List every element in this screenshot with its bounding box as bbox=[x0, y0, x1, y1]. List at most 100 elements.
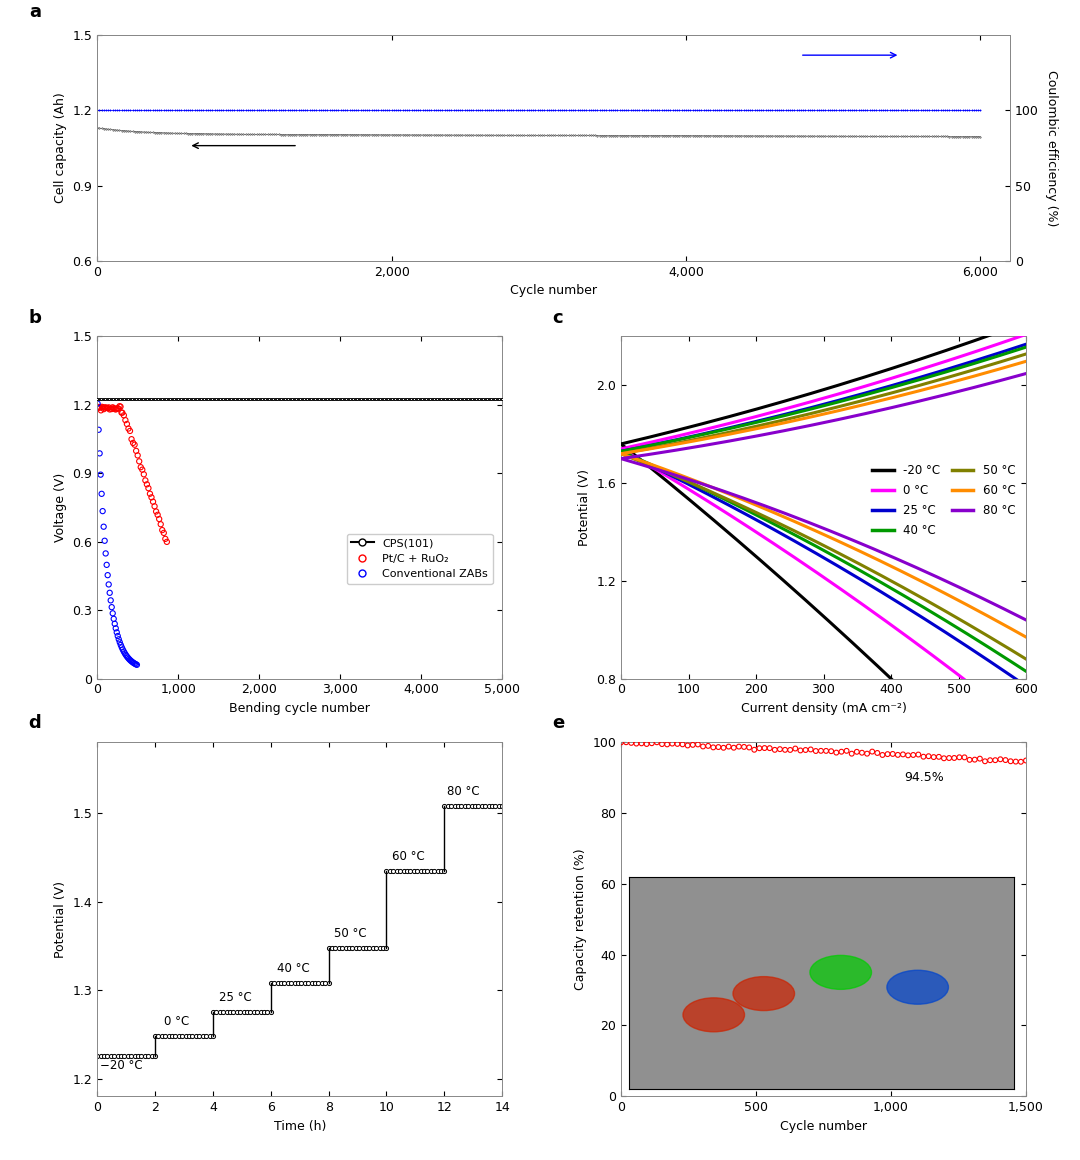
Point bbox=[710, 738, 727, 756]
Text: −20 °C: −20 °C bbox=[100, 1059, 143, 1072]
Point bbox=[117, 646, 134, 665]
Point bbox=[926, 748, 943, 767]
Point bbox=[106, 399, 123, 418]
Point bbox=[104, 604, 121, 623]
Point bbox=[97, 398, 114, 416]
Point bbox=[663, 734, 680, 753]
Point bbox=[704, 738, 721, 756]
Point bbox=[792, 741, 809, 760]
Point bbox=[864, 742, 881, 761]
Point bbox=[971, 749, 988, 768]
Point bbox=[843, 745, 861, 763]
Point bbox=[148, 502, 165, 521]
Point bbox=[777, 740, 794, 759]
Point bbox=[751, 739, 768, 757]
Point bbox=[987, 751, 1004, 769]
Point bbox=[905, 746, 922, 764]
Point bbox=[127, 655, 145, 674]
Point bbox=[956, 748, 973, 767]
Point bbox=[653, 734, 671, 753]
Point bbox=[1002, 752, 1020, 770]
Point bbox=[725, 739, 742, 757]
Text: 94.5%: 94.5% bbox=[905, 771, 944, 784]
Point bbox=[121, 651, 138, 669]
Legend: -20 °C, 0 °C, 25 °C, 40 °C, 50 °C, 60 °C, 80 °C: -20 °C, 0 °C, 25 °C, 40 °C, 50 °C, 60 °C… bbox=[867, 459, 1021, 542]
Y-axis label: Potential (V): Potential (V) bbox=[578, 469, 591, 546]
Point bbox=[131, 452, 148, 471]
Point bbox=[761, 739, 779, 757]
Y-axis label: Capacity retention (%): Capacity retention (%) bbox=[573, 848, 586, 991]
Point bbox=[129, 447, 146, 465]
Point bbox=[643, 734, 660, 753]
Text: 50 °C: 50 °C bbox=[335, 927, 367, 940]
Text: d: d bbox=[28, 715, 41, 732]
Point bbox=[93, 485, 110, 503]
Point bbox=[807, 741, 824, 760]
Point bbox=[1017, 752, 1035, 770]
Point bbox=[823, 742, 840, 761]
Point bbox=[684, 735, 701, 754]
Point bbox=[92, 401, 109, 420]
Y-axis label: Potential (V): Potential (V) bbox=[54, 880, 67, 958]
Point bbox=[108, 399, 125, 418]
Point bbox=[124, 653, 141, 672]
Point bbox=[782, 741, 799, 760]
Point bbox=[125, 654, 143, 673]
Point bbox=[827, 744, 845, 762]
Point bbox=[107, 400, 124, 419]
Point bbox=[920, 747, 937, 766]
Point bbox=[109, 626, 126, 645]
Point bbox=[118, 647, 135, 666]
Point bbox=[741, 738, 758, 756]
Point bbox=[700, 737, 717, 755]
Point bbox=[89, 394, 106, 413]
Text: 0 °C: 0 °C bbox=[164, 1015, 189, 1028]
Point bbox=[909, 745, 927, 763]
Point bbox=[889, 746, 906, 764]
Point bbox=[915, 747, 932, 766]
Point bbox=[121, 422, 138, 441]
Point bbox=[120, 419, 137, 437]
Point bbox=[879, 745, 896, 763]
Point bbox=[766, 740, 783, 759]
Point bbox=[112, 398, 130, 416]
X-axis label: Bending cycle number: Bending cycle number bbox=[229, 702, 370, 715]
Point bbox=[124, 434, 141, 452]
Point bbox=[109, 399, 126, 418]
Point bbox=[153, 521, 171, 539]
Point bbox=[786, 739, 804, 757]
Point bbox=[756, 739, 773, 757]
Point bbox=[961, 751, 978, 769]
Point bbox=[146, 496, 163, 515]
Point bbox=[679, 737, 697, 755]
Point bbox=[982, 751, 999, 769]
Point bbox=[868, 744, 886, 762]
Point bbox=[120, 650, 137, 668]
Point bbox=[941, 748, 958, 767]
Point bbox=[627, 734, 645, 753]
Point bbox=[103, 597, 120, 616]
Point bbox=[113, 638, 131, 657]
Point bbox=[715, 739, 732, 757]
Point bbox=[110, 399, 127, 418]
Point bbox=[123, 430, 140, 449]
Y-axis label: Coulombic efficiency (%): Coulombic efficiency (%) bbox=[1045, 70, 1058, 226]
Point bbox=[95, 400, 112, 419]
Point bbox=[107, 619, 124, 638]
Point bbox=[991, 751, 1009, 769]
Point bbox=[112, 636, 130, 654]
Point bbox=[96, 398, 113, 416]
Point bbox=[812, 741, 829, 760]
Point bbox=[802, 740, 820, 759]
Point bbox=[108, 623, 125, 641]
Point bbox=[859, 745, 876, 763]
Point bbox=[950, 748, 968, 767]
Point bbox=[98, 399, 116, 418]
Point bbox=[720, 738, 738, 756]
Point bbox=[113, 404, 131, 422]
Point bbox=[129, 655, 146, 674]
Point bbox=[622, 733, 639, 752]
Point bbox=[114, 640, 132, 659]
Point bbox=[100, 575, 118, 594]
Point bbox=[126, 654, 144, 673]
